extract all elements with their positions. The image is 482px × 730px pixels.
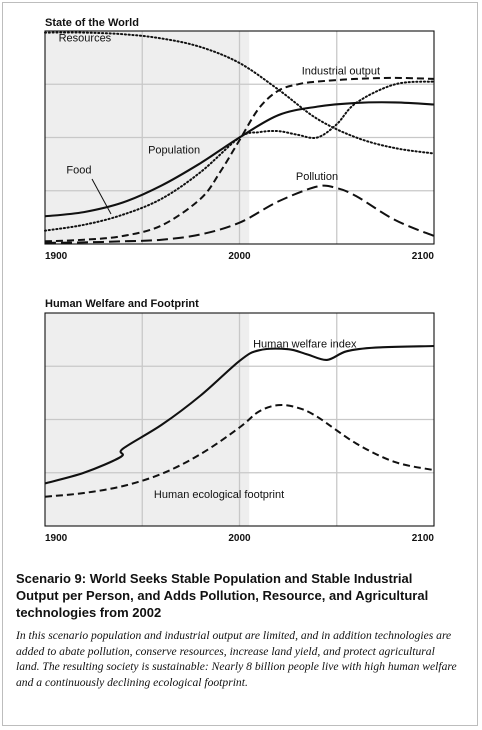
plot-frame: [44, 312, 435, 527]
chart-title-human-welfare: Human Welfare and Footprint: [45, 298, 199, 310]
plot-frame: [44, 30, 435, 245]
chart-state-of-world: Resources Industrial output Population Food…: [44, 30, 435, 262]
series-label-resources: Resources: [59, 33, 112, 45]
x-tick-label: 1900: [45, 533, 68, 544]
x-tick-label: 2000: [228, 251, 251, 262]
series-label-human-ecological-footprint: Human ecological footprint: [154, 489, 284, 501]
series-label-human-welfare-index: Human welfare index: [253, 339, 357, 351]
series-label-pollution: Pollution: [296, 171, 338, 183]
series-line-pollution: [44, 184, 435, 244]
chart-human-welfare: Human welfare index Human ecological foot…: [44, 312, 435, 544]
figure-frame: [2, 2, 478, 726]
chart-title-state-of-world: State of the World: [45, 17, 139, 29]
series-line-industrial-output: [44, 76, 435, 243]
food-label-leader: [91, 178, 112, 215]
series-label-food: Food: [66, 165, 91, 177]
series-line-resources: [44, 31, 435, 155]
series-line-food: [44, 80, 435, 232]
x-tick-label: 2000: [228, 533, 251, 544]
x-tick-label: 2100: [412, 533, 435, 544]
x-tick-label: 1900: [45, 251, 68, 262]
series-line-human-welfare-index: [44, 344, 435, 485]
series-label-population: Population: [148, 144, 200, 156]
scenario-description: In this scenario population and industri…: [16, 629, 457, 689]
scenario-title: Scenario 9: World Seeks Stable Populatio…: [16, 571, 429, 620]
x-tick-label: 2100: [412, 251, 435, 262]
series-label-industrial-output: Industrial output: [302, 66, 380, 78]
series-line-human-ecological-footprint: [44, 403, 435, 498]
